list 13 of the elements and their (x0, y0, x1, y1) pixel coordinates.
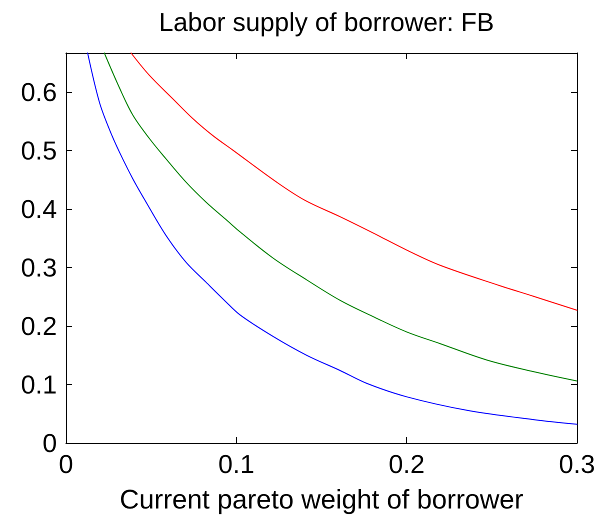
y-tick-label: 0.3 (20, 252, 57, 283)
x-tick-label: 0.2 (388, 449, 425, 479)
x-axis-title: Current pareto weight of borrower (120, 484, 524, 514)
y-tick-label: 0.4 (20, 194, 57, 224)
line-series (130, 52, 578, 311)
y-tick-label: 0.2 (20, 311, 57, 342)
x-tick-label: 0.3 (558, 449, 596, 479)
y-tick-label: 0.5 (20, 136, 57, 166)
y-tick-label: 0.1 (20, 370, 57, 400)
chart-title: Labor supply of borrower: FB (158, 7, 494, 37)
x-tick-label: 0.1 (218, 449, 254, 479)
y-tick-label: 0 (42, 428, 57, 458)
y-tick-label: 0.6 (20, 77, 57, 108)
